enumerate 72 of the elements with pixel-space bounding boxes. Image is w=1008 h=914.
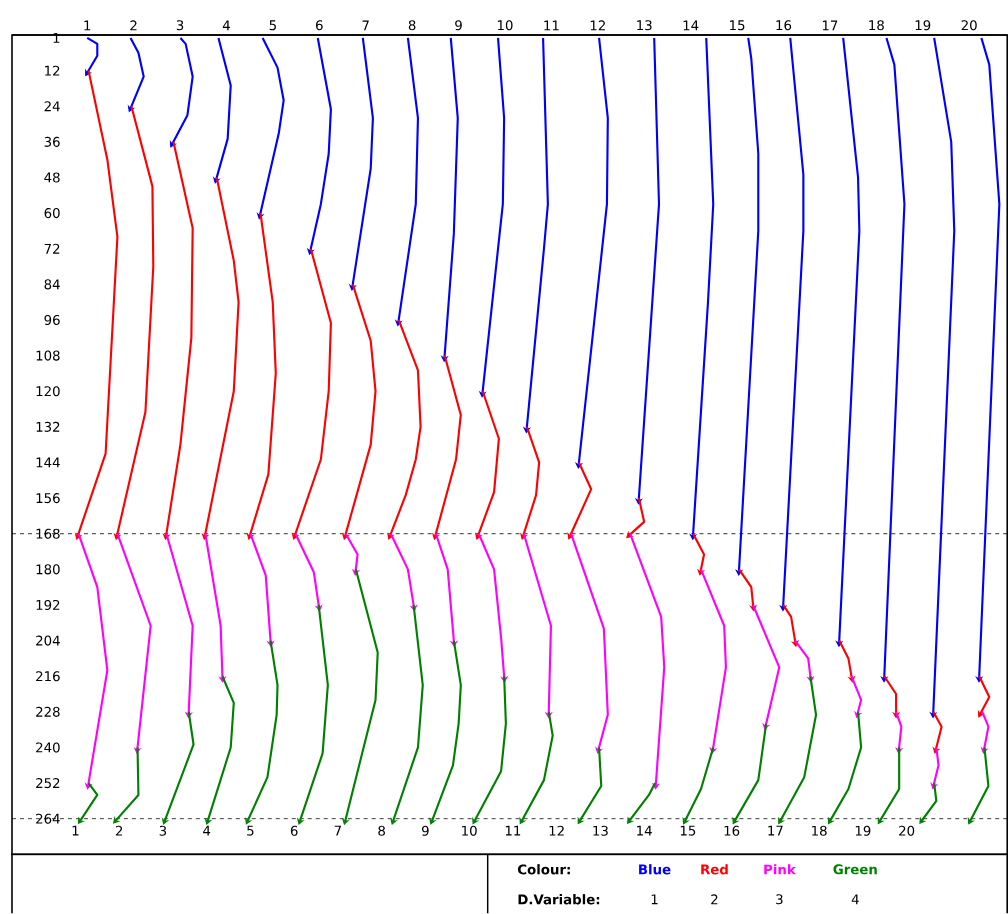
x2-tick-label: 4 [222, 20, 230, 31]
x-tick-label: 5 [247, 825, 254, 836]
x-tick-label: 18 [812, 825, 827, 836]
y-tick-label: 48 [44, 172, 60, 183]
text: 3 [776, 894, 783, 905]
x2-tick-label: 20 [961, 20, 977, 31]
y-tick-label: 108 [36, 350, 60, 361]
y-tick-label: 132 [36, 421, 60, 432]
text: D.Variable: [518, 894, 600, 905]
x2-tick-label: 3 [176, 20, 184, 31]
x-tick-label: 2 [115, 825, 123, 836]
y-tick-label: 252 [36, 778, 60, 789]
y-tick-label: 264 [36, 813, 60, 824]
x-tick-label: 13 [593, 825, 608, 836]
x2-tick-label: 15 [730, 20, 745, 31]
y-tick-label: 228 [36, 706, 60, 717]
x-tick-label: 1 [72, 825, 79, 836]
x2-tick-label: 5 [269, 20, 276, 31]
y-tick-label: 12 [45, 65, 60, 76]
x-tick-label: 4 [203, 825, 211, 836]
y-tick-label: 168 [36, 528, 60, 539]
text: 4 [851, 894, 859, 905]
y-tick-label: 120 [36, 386, 60, 397]
x2-tick-label: 8 [408, 20, 416, 31]
text: Colour: [517, 864, 570, 875]
x-tick-label: 19 [855, 825, 871, 836]
x2-tick-label: 13 [637, 20, 652, 31]
x2-tick-label: 14 [683, 20, 699, 31]
text: 2 [711, 894, 718, 905]
text: Green [833, 864, 877, 875]
x-tick-label: 3 [159, 825, 167, 836]
x-tick-label: 16 [724, 825, 740, 836]
y-tick-label: 36 [44, 136, 60, 147]
x-tick-label: 6 [290, 825, 298, 836]
x-tick-label: 8 [378, 825, 385, 836]
x-tick-label: 10 [462, 825, 477, 836]
y-tick-label: 216 [36, 671, 60, 682]
y-tick-label: 72 [44, 243, 60, 254]
y-tick-label: 84 [44, 279, 60, 290]
text: Red [701, 864, 728, 875]
x2-tick-label: 12 [590, 20, 605, 31]
x2-tick-label: 9 [455, 20, 462, 31]
x2-tick-label: 10 [497, 20, 513, 31]
y-tick-label: 180 [36, 564, 60, 575]
x2-tick-label: 17 [822, 20, 838, 31]
text: Blue [639, 864, 671, 875]
x-tick-label: 15 [680, 825, 696, 836]
y-tick-label: 192 [36, 599, 60, 610]
x-tick-label: 12 [549, 825, 564, 836]
x-tick-label: 7 [334, 825, 341, 836]
y-tick-label: 144 [36, 457, 60, 468]
y-tick-label: 96 [44, 314, 60, 325]
x-tick-label: 20 [899, 825, 915, 836]
x2-tick-label: 19 [915, 20, 931, 31]
y-tick-label: 204 [36, 635, 60, 646]
x-tick-label: 14 [637, 825, 652, 836]
x-tick-label: 9 [421, 825, 429, 836]
y-tick-label: 156 [36, 493, 60, 504]
text: Pink [764, 864, 796, 875]
x2-tick-label: 2 [130, 20, 137, 31]
y-tick-label: 60 [44, 208, 60, 219]
text: 1 [651, 894, 658, 905]
x2-tick-label: 16 [776, 20, 792, 31]
x2-tick-label: 7 [362, 20, 369, 31]
x2-tick-label: 6 [315, 20, 323, 31]
x-tick-label: 11 [505, 825, 521, 836]
y-tick-label: 24 [44, 101, 60, 112]
y-tick-label: 240 [36, 742, 60, 753]
x-tick-label: 17 [768, 825, 783, 836]
x2-tick-label: 11 [544, 20, 559, 31]
x2-tick-label: 1 [84, 20, 91, 31]
x2-tick-label: 18 [869, 20, 884, 31]
